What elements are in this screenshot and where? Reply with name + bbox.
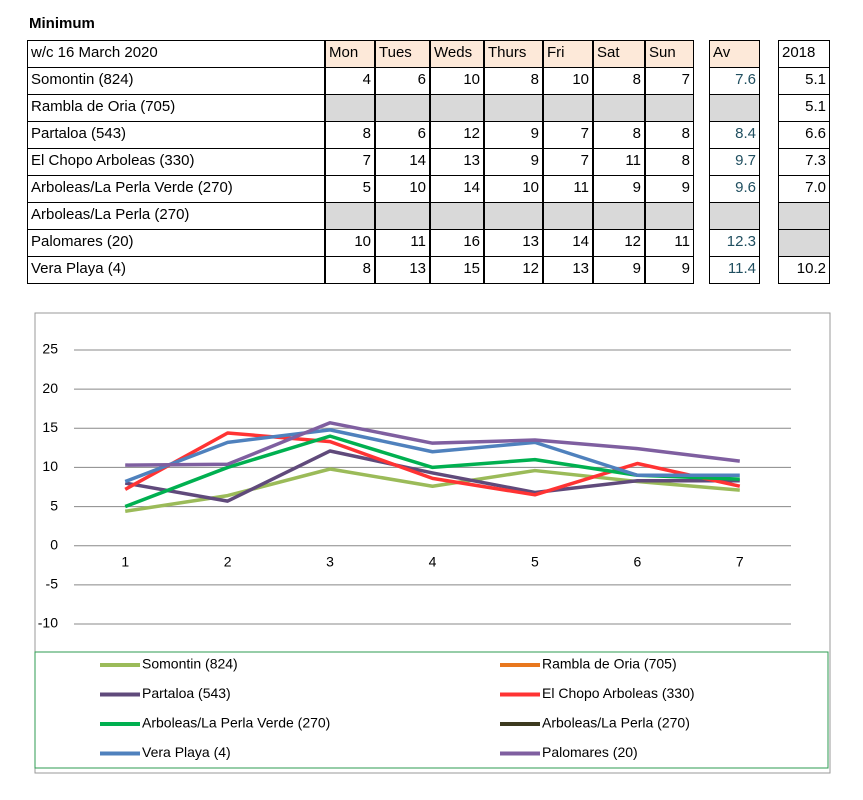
table-cell: 11.4: [709, 256, 760, 284]
table-cell: [645, 202, 694, 230]
y-tick-label: 5: [50, 497, 58, 513]
header-cell: Mon: [325, 40, 375, 68]
table-cell: 4: [325, 67, 375, 95]
x-tick-label: 7: [736, 553, 744, 569]
table-cell: 8: [645, 148, 694, 176]
table-cell: 8: [484, 67, 543, 95]
table-cell: Palomares (20): [27, 229, 325, 257]
table-cell: Arboleas/La Perla (270): [27, 202, 325, 230]
table-cell: 13: [484, 229, 543, 257]
table-cell: 13: [375, 256, 430, 284]
header-cell: Sat: [593, 40, 645, 68]
legend-label: Arboleas/La Perla (270): [542, 715, 690, 731]
y-tick-label: 10: [42, 458, 58, 474]
table-cell: Rambla de Oria (705): [27, 94, 325, 122]
y-tick-label: 25: [42, 341, 58, 357]
header-cell: 2018: [778, 40, 830, 68]
table-cell: 9: [484, 148, 543, 176]
table-cell: 15: [430, 256, 484, 284]
table-cell: [709, 202, 760, 230]
x-tick-label: 4: [429, 553, 437, 569]
table-cell: 9.6: [709, 175, 760, 203]
table-cell: [593, 94, 645, 122]
table-cell: 5.1: [778, 94, 830, 122]
table-cell: 11: [645, 229, 694, 257]
series-line: [125, 421, 740, 467]
table-cell: 9: [593, 256, 645, 284]
legend-label: Rambla de Oria (705): [542, 656, 677, 672]
table-cell: 13: [543, 256, 593, 284]
legend-label: Arboleas/La Perla Verde (270): [142, 715, 330, 731]
table-cell: 10: [543, 67, 593, 95]
table-cell: 8: [593, 121, 645, 149]
table-cell: 11: [593, 148, 645, 176]
legend-label: El Chopo Arboleas (330): [542, 685, 695, 701]
table-cell: [484, 202, 543, 230]
table-cell: 9: [484, 121, 543, 149]
y-tick-label: 15: [42, 419, 58, 435]
header-cell: Thurs: [484, 40, 543, 68]
table-cell: 5.1: [778, 67, 830, 95]
table-cell: [778, 202, 830, 230]
y-tick-label: 20: [42, 380, 58, 396]
table-cell: [543, 202, 593, 230]
table-cell: 6: [375, 67, 430, 95]
series-line: [124, 428, 740, 484]
table-cell: 12: [593, 229, 645, 257]
table-cell: 6.6: [778, 121, 830, 149]
series-line: [124, 449, 740, 503]
table-cell: 10: [484, 175, 543, 203]
x-tick-label: 2: [224, 553, 232, 569]
y-tick-label: -10: [38, 615, 58, 631]
table-cell: 11: [375, 229, 430, 257]
table-cell: 9: [645, 256, 694, 284]
table-cell: 12.3: [709, 229, 760, 257]
table-cell: El Chopo Arboleas (330): [27, 148, 325, 176]
table-cell: 10: [375, 175, 430, 203]
legend-label: Palomares (20): [542, 744, 638, 760]
series-line: [124, 431, 741, 497]
header-cell: Weds: [430, 40, 484, 68]
table-cell: 7.6: [709, 67, 760, 95]
table-cell: 7: [543, 148, 593, 176]
y-tick-label: 0: [50, 536, 58, 552]
x-tick-label: 1: [121, 553, 129, 569]
table-cell: 10: [430, 67, 484, 95]
legend-label: Vera Playa (4): [142, 744, 231, 760]
x-tick-label: 3: [326, 553, 334, 569]
sheet-title: Minimum: [29, 15, 95, 32]
table-cell: 11: [543, 175, 593, 203]
table-cell: 7: [543, 121, 593, 149]
y-tick-label: -5: [46, 576, 59, 592]
header-cell: Fri: [543, 40, 593, 68]
table-cell: 9.7: [709, 148, 760, 176]
table-cell: 12: [430, 121, 484, 149]
table-cell: [709, 94, 760, 122]
table-cell: 8: [325, 121, 375, 149]
legend-label: Partaloa (543): [142, 685, 231, 701]
x-tick-label: 5: [531, 553, 539, 569]
table-cell: 14: [543, 229, 593, 257]
table-cell: 8: [645, 121, 694, 149]
legend-label: Somontin (824): [142, 656, 238, 672]
table-cell: 5: [325, 175, 375, 203]
chart-frame: [34, 312, 831, 774]
legend-frame: [34, 651, 829, 769]
table-cell: 12: [484, 256, 543, 284]
table-cell: Vera Playa (4): [27, 256, 325, 284]
table-cell: 10.2: [778, 256, 830, 284]
table-cell: [430, 94, 484, 122]
table-cell: 16: [430, 229, 484, 257]
table-cell: 8: [325, 256, 375, 284]
x-tick-label: 6: [633, 553, 641, 569]
table-cell: 7.3: [778, 148, 830, 176]
table-cell: [375, 202, 430, 230]
